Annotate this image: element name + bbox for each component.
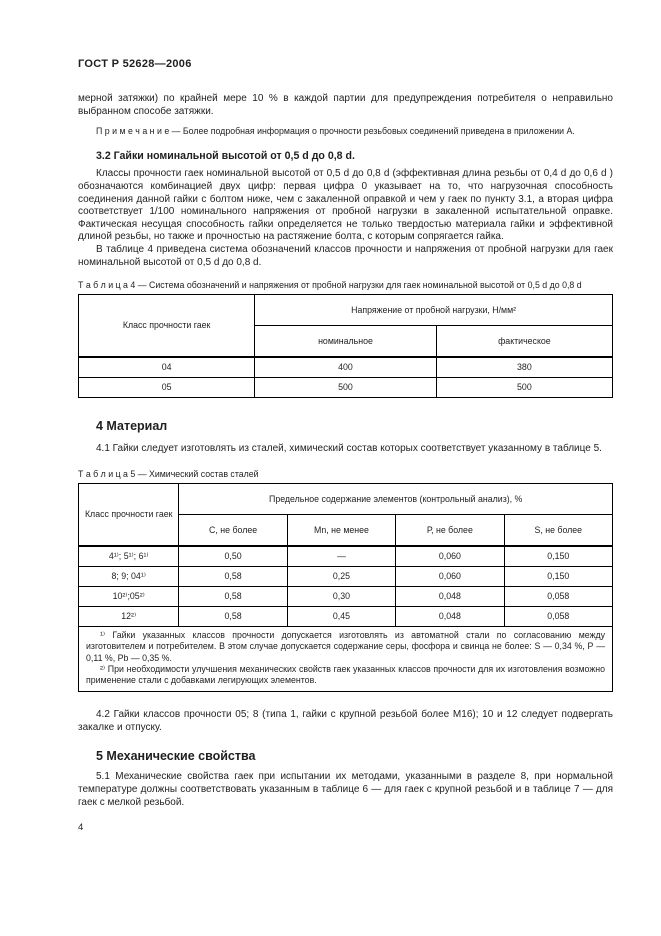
note-paragraph: П р и м е ч а н и е — Более подробная ин… <box>96 126 575 137</box>
section-heading-3-2: 3.2 Гайки номинальной высотой от 0,5 d д… <box>96 150 355 163</box>
cell: 10²⁾;05²⁾ <box>77 586 180 608</box>
section-heading-5: 5 Механические свойства <box>96 749 256 764</box>
cell: 0,58 <box>178 566 288 588</box>
doc-number: ГОСТ Р 52628—2006 <box>78 58 192 70</box>
table-4-caption: Т а б л и ц а 4 — Система обозначений и … <box>78 280 582 291</box>
cell: 0,150 <box>503 566 614 588</box>
page-number: 4 <box>78 822 84 834</box>
table-row: 4¹⁾; 5¹⁾; 6¹⁾ 0,50 — 0,060 0,150 <box>77 545 614 568</box>
cell: 0,45 <box>286 606 397 628</box>
cell: 12²⁾ <box>77 606 180 628</box>
paragraph-3-2-a: Классы прочности гаек номинальной высото… <box>78 168 613 243</box>
table-4-col1-header: Класс прочности гаек <box>77 294 256 359</box>
table-5-header-row-2: С, не более Mn, не менее Р, не более S, … <box>79 514 614 548</box>
table-row: 12²⁾ 0,58 0,45 0,048 0,058 <box>77 606 614 628</box>
cell: 0,048 <box>395 606 505 628</box>
cell: 380 <box>435 356 614 379</box>
table-5-header-row-1: Класс прочности гаек Предельное содержан… <box>77 483 613 548</box>
cell: 0,048 <box>395 586 505 608</box>
cell: 0,58 <box>178 586 288 608</box>
cell: 400 <box>254 356 437 379</box>
paragraph-4-2: 4.2 Гайки классов прочности 05; 8 (типа … <box>78 709 613 733</box>
cell: 8; 9; 04¹⁾ <box>77 566 180 588</box>
table-4: Класс прочности гаек Напряжение от пробн… <box>77 294 614 399</box>
table-5-span-header: Предельное содержание элементов (контрол… <box>178 483 613 516</box>
table-row: 8; 9; 04¹⁾ 0,58 0,25 0,060 0,150 <box>77 566 614 588</box>
cell: 04 <box>77 356 256 379</box>
table-4-subheader-actual: фактическое <box>435 325 614 359</box>
cell: 0,060 <box>395 566 505 588</box>
table-row: 04 400 380 <box>77 356 614 379</box>
table-5-subheader-p: Р, не более <box>395 514 505 548</box>
table-row: 10²⁾;05²⁾ 0,58 0,30 0,048 0,058 <box>77 586 614 608</box>
table-4-subheader-nominal: номинальное <box>254 325 437 359</box>
cell: — <box>286 545 397 568</box>
table-row: 05 500 500 <box>77 377 614 399</box>
table-5-footnotes-cell: ¹⁾ Гайки указанных классов прочности доп… <box>78 626 613 693</box>
cell: 0,50 <box>178 545 288 568</box>
cell: 4¹⁾; 5¹⁾; 6¹⁾ <box>77 545 180 568</box>
table-5-subheader-s: S, не более <box>503 514 614 548</box>
footnote-2: ²⁾ При необходимости улучшения механичес… <box>86 663 605 685</box>
cell: 0,25 <box>286 566 397 588</box>
cell: 500 <box>435 377 614 399</box>
table-4-span-header: Напряжение от пробной нагрузки, Н/мм² <box>254 294 613 327</box>
cell: 0,58 <box>178 606 288 628</box>
footnote-1: ¹⁾ Гайки указанных классов прочности доп… <box>86 630 605 663</box>
section-heading-4: 4 Материал <box>96 419 168 434</box>
cell: 0,060 <box>395 545 505 568</box>
table-5-col1-header: Класс прочности гаек <box>77 483 180 548</box>
cell: 0,150 <box>503 545 614 568</box>
cell: 0,058 <box>503 586 614 608</box>
table-5-footnotes-row: ¹⁾ Гайки указанных классов прочности доп… <box>78 626 613 693</box>
cell: 500 <box>254 377 437 399</box>
paragraph-5-1: 5.1 Механические свойства гаек при испыт… <box>78 771 613 808</box>
cell: 05 <box>77 377 256 399</box>
paragraph-4-1: 4.1 Гайки следует изготовлять из сталей,… <box>96 443 602 455</box>
table-5-subheader-mn: Mn, не менее <box>286 514 397 548</box>
table-5-subheader-c: С, не более <box>178 514 288 548</box>
table-5: Класс прочности гаек Предельное содержан… <box>77 483 614 693</box>
cell: 0,30 <box>286 586 397 608</box>
paragraph-3-2-b: В таблице 4 приведена система обозначени… <box>78 243 613 268</box>
table-4-header-row-1: Класс прочности гаек Напряжение от пробн… <box>77 294 613 359</box>
cell: 0,058 <box>503 606 614 628</box>
table-4-header-row-2: номинальное фактическое <box>79 325 614 359</box>
table-5-caption: Т а б л и ц а 5 — Химический состав стал… <box>78 468 259 479</box>
paragraph-continuation: мерной затяжки) по крайней мере 10 % в к… <box>78 93 613 117</box>
